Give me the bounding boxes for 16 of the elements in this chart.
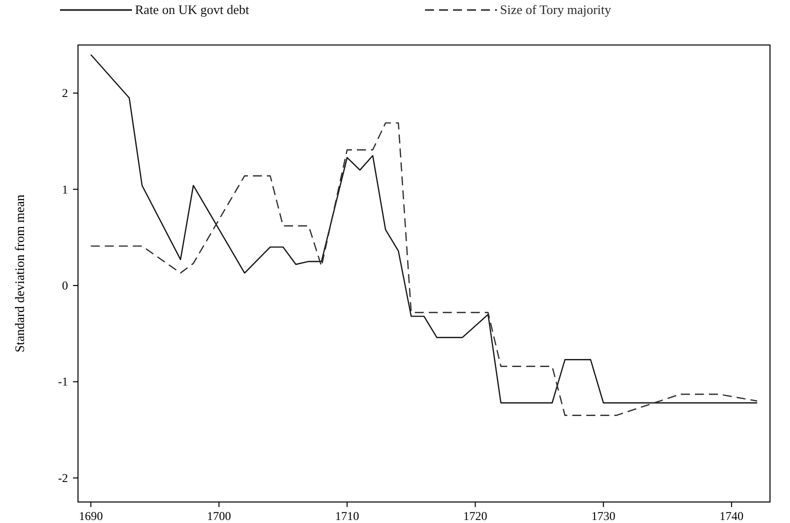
- y-tick-label: 1: [62, 182, 68, 196]
- y-tick-label: 2: [62, 86, 68, 100]
- text: Rate on UK govt debt: [135, 2, 250, 17]
- line-series: [90, 122, 758, 416]
- x-tick-label: 1690: [78, 509, 103, 523]
- x-tick-label: 1720: [463, 509, 488, 523]
- y-tick-label: -1: [58, 374, 68, 389]
- x-tick-label: 1710: [335, 509, 360, 523]
- y-axis-title: Standard deviation from mean: [12, 194, 27, 352]
- x-tick-label: 1740: [720, 509, 744, 523]
- text: Size of Tory majority: [500, 2, 612, 17]
- y-tick-label: -2: [58, 470, 68, 485]
- line-series: [90, 54, 758, 404]
- x-tick-label: 1730: [591, 509, 616, 523]
- x-tick-label: 1700: [206, 509, 231, 523]
- y-tick-label: 0: [62, 278, 68, 293]
